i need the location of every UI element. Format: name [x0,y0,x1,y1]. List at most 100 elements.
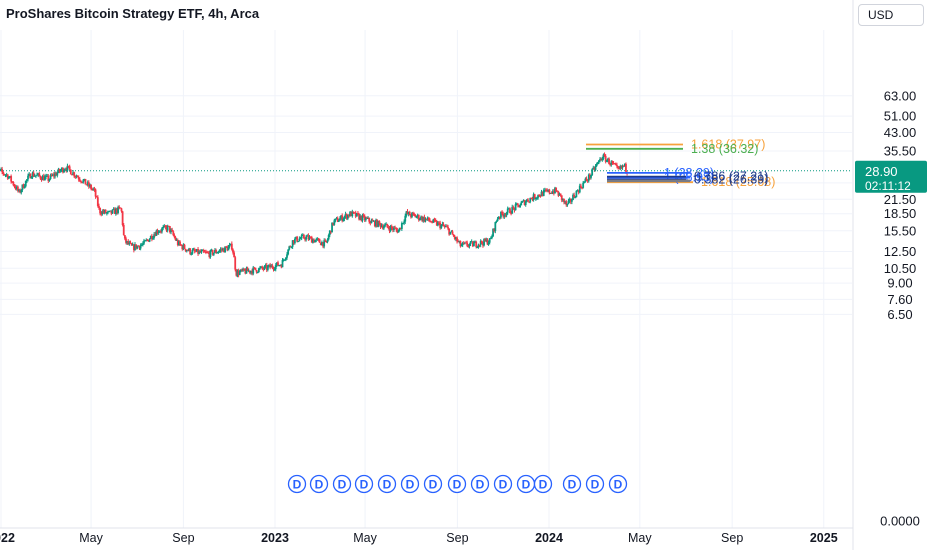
candle-body [387,226,390,229]
candle-body [105,212,108,214]
candle-body [297,241,300,243]
candle-body [60,167,63,171]
dividend-marker[interactable]: D [447,474,467,494]
candle-body [2,171,5,174]
dividend-marker[interactable]: D [533,474,553,494]
candle-body [408,211,411,216]
candle-body [215,250,217,253]
candle-body [366,217,368,219]
candle-body [220,249,223,251]
candle-body [83,178,86,181]
candle-body [316,238,319,240]
candle-body [326,239,329,243]
candle-body [421,216,424,221]
candle-body [262,268,265,270]
candle-body [435,221,438,226]
candle-body [219,249,222,251]
candle-body [513,207,516,211]
candle-body [608,158,610,165]
candle-body [582,182,585,188]
candle-body [173,235,176,238]
candle-body [87,182,90,187]
dividend-marker-label: D [360,478,369,492]
x-axis[interactable]: 2022 May Sep 2023 May Sep 2024 May Sep 2025 [0,531,838,545]
candle-body [255,270,258,273]
dividend-marker[interactable]: D [493,474,513,494]
candle-body [209,250,212,257]
dividend-marker[interactable]: D [585,474,605,494]
dividend-marker-label: D [383,478,392,492]
candle-body [375,219,377,227]
candle-body [516,203,519,206]
candle-body [618,168,621,170]
dividend-marker-circle [287,474,307,494]
candle-body [427,217,430,221]
currency-button[interactable]: USD [858,4,924,26]
dividend-marker[interactable]: D [516,474,536,494]
dividend-marker[interactable]: D [400,474,420,494]
dividend-marker[interactable]: D [332,474,352,494]
candle-body [308,237,311,240]
candle-body [178,241,180,246]
price-tag-countdown: 02:11:12 [865,179,911,193]
candle-body [206,252,208,254]
candle-body [165,227,168,231]
candle-body [194,251,197,253]
candle-body [464,242,466,244]
fib-level-label: 1.38 (36.32) [691,142,758,156]
candle-body [68,166,71,170]
candle-body [153,234,156,238]
candle-body [167,225,170,227]
candle-body [35,175,37,177]
candle-body [224,246,226,253]
candle-body [577,190,580,193]
candle-body [488,238,491,243]
dividend-marker[interactable]: D [377,474,397,494]
candle-body [310,237,313,243]
candle-body [90,185,92,190]
dividend-marker[interactable]: D [309,474,329,494]
candle-body [202,250,205,252]
y-tick-label: 10.50 [884,261,917,276]
dividend-marker-circle [585,474,605,494]
candle-body [527,199,529,202]
candle-body [254,267,257,271]
dividend-marker[interactable]: D [423,474,443,494]
candle-body [304,238,306,240]
candle-body [174,237,177,241]
candle-body [307,235,310,240]
candle-body [293,238,296,244]
candle-body [179,241,181,245]
candle-body [343,216,346,219]
candle-body [180,244,183,246]
candle-body [537,194,540,198]
candle-body [166,225,169,231]
dividend-marker[interactable]: D [470,474,490,494]
candle-body [567,200,570,204]
candle-body [458,240,461,242]
candle-body [405,211,408,216]
candle-body [150,235,153,240]
candle-body [349,211,351,217]
candle-body [525,199,528,202]
dividend-marker[interactable]: D [562,474,582,494]
dividend-marker[interactable]: D [608,474,628,494]
fib-levels: 1.618 (37.97)1.618 (25.68)1.38 (36.32)1 … [586,138,775,189]
candle-body [183,244,186,249]
candle-body [114,208,117,214]
candle-body [49,174,52,180]
candle-body [91,189,94,191]
dividend-marker[interactable]: D [287,474,307,494]
candle-body [23,186,26,189]
candle-body [171,229,174,232]
candle-body [547,189,550,192]
candle-body [542,190,545,196]
candle-body [367,217,369,219]
candle-body [342,218,345,221]
candle-body [75,176,78,178]
candle-body [536,197,538,199]
dividend-marker[interactable]: D [354,474,374,494]
y-axis[interactable]: 63.0051.0043.0035.5025.5021.5018.5015.50… [880,88,920,528]
